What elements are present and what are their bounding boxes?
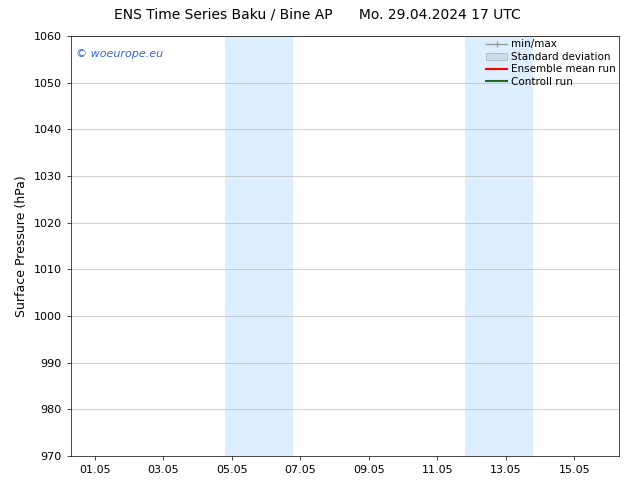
Text: ENS Time Series Baku / Bine AP      Mo. 29.04.2024 17 UTC: ENS Time Series Baku / Bine AP Mo. 29.04… <box>113 7 521 22</box>
Y-axis label: Surface Pressure (hPa): Surface Pressure (hPa) <box>15 175 28 317</box>
Text: © woeurope.eu: © woeurope.eu <box>76 49 164 59</box>
Legend: min/max, Standard deviation, Ensemble mean run, Controll run: min/max, Standard deviation, Ensemble me… <box>486 39 616 87</box>
Bar <box>225 36 294 456</box>
Bar <box>465 36 533 456</box>
